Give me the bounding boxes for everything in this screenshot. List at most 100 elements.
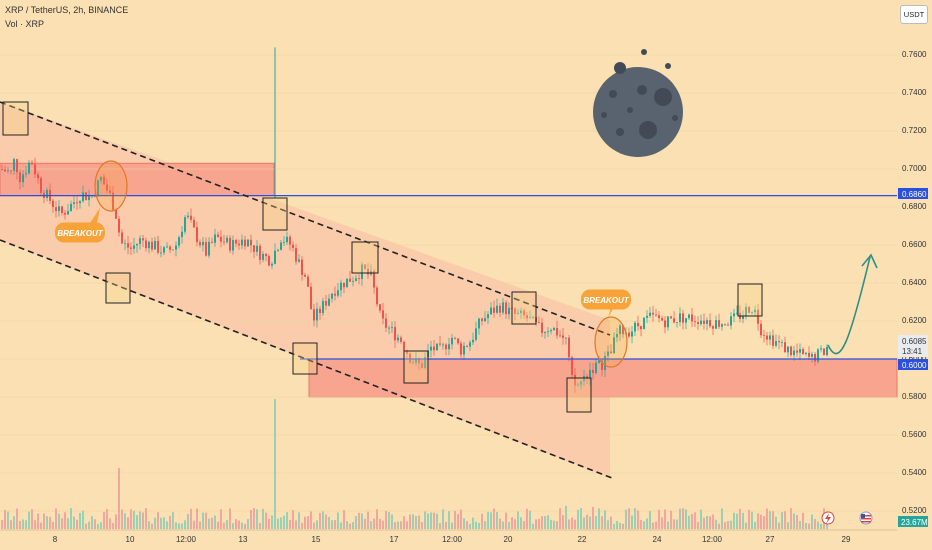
time-tick: 12:00: [176, 535, 197, 544]
candle: [343, 282, 345, 293]
currency-button[interactable]: USDT: [900, 5, 928, 24]
price-tick: 0.7200: [902, 126, 927, 135]
candle: [307, 274, 309, 288]
volume-bar: [199, 521, 201, 529]
candle: [133, 237, 135, 254]
candle: [697, 316, 699, 330]
candle: [520, 307, 522, 320]
volume-bar: [463, 518, 465, 529]
volume-bar: [397, 521, 399, 529]
volume-bar: [220, 509, 222, 529]
candle: [634, 320, 636, 337]
volume-bar: [598, 508, 600, 529]
candle: [241, 234, 243, 250]
breakout-label: BREAKOUT: [57, 229, 103, 238]
candle: [262, 251, 264, 263]
candle: [256, 240, 258, 257]
volume-bar: [637, 510, 639, 529]
candle: [487, 311, 489, 325]
volume-bar: [94, 519, 96, 529]
candle: [202, 237, 204, 252]
candle: [466, 344, 468, 348]
candle: [799, 343, 801, 361]
candle: [247, 238, 249, 247]
marker-box: [292, 342, 318, 375]
candle: [700, 314, 702, 327]
candle: [346, 278, 348, 288]
volume-bar: [733, 512, 735, 529]
volume-bar: [826, 520, 828, 529]
volume-bar: [412, 514, 414, 529]
candle: [769, 331, 771, 346]
volume-bar: [286, 512, 288, 529]
candle: [775, 334, 777, 348]
volume-bar: [577, 509, 579, 529]
candle: [319, 305, 321, 320]
volume-bar: [85, 523, 87, 529]
volume-bar: [127, 517, 129, 529]
candle: [679, 307, 681, 327]
candle: [79, 199, 81, 209]
price-tick: 0.7000: [902, 164, 927, 173]
time-tick: 20: [504, 535, 513, 544]
volume-bar: [538, 518, 540, 529]
volume-bar: [112, 522, 114, 529]
candle: [112, 186, 114, 211]
volume-bar: [430, 512, 432, 529]
volume-bar: [292, 510, 294, 529]
resistance-zone: [0, 162, 275, 197]
volume-bar: [613, 523, 615, 529]
volume-bar: [604, 510, 606, 529]
candle: [286, 231, 288, 245]
volume-bar: [724, 522, 726, 529]
volume-bar: [505, 512, 507, 529]
volume-bar: [400, 521, 402, 529]
candle: [637, 315, 639, 331]
candle: [214, 228, 216, 247]
price-tick: 0.6200: [902, 316, 927, 325]
volume-bar: [346, 521, 348, 529]
candle: [721, 323, 723, 331]
candle: [724, 323, 726, 326]
volume-bar: [502, 521, 504, 529]
time-tick: 8: [53, 535, 58, 544]
candle: [274, 243, 276, 265]
candle: [289, 234, 291, 251]
volume-bar: [310, 511, 312, 529]
volume-bar: [805, 522, 807, 529]
volume-bar: [238, 520, 240, 529]
volume-bar: [700, 509, 702, 529]
volume-bar: [142, 512, 144, 529]
price-tick: 0.6400: [902, 278, 927, 287]
us-flag-icon[interactable]: [859, 511, 873, 525]
candle: [586, 374, 588, 384]
candle: [580, 380, 582, 390]
candle: [328, 293, 330, 307]
candle: [364, 264, 366, 270]
lightning-icon[interactable]: [821, 511, 835, 525]
candle: [361, 262, 363, 286]
candle: [205, 237, 207, 257]
volume-bar: [745, 522, 747, 529]
volume-bar: [451, 522, 453, 529]
volume-bar: [223, 522, 225, 529]
volume-bar: [190, 508, 192, 529]
volume-bar: [772, 511, 774, 529]
volume-bar: [70, 508, 72, 529]
candle: [532, 315, 534, 319]
volume-bar: [250, 510, 252, 529]
volume-bar: [478, 522, 480, 529]
volume-bar: [4, 509, 6, 529]
volume-bar: [763, 516, 765, 529]
candle: [337, 283, 339, 298]
marker-box: [403, 350, 429, 384]
candle: [184, 215, 186, 235]
candle: [226, 235, 228, 245]
candle: [193, 216, 195, 228]
volume-bar: [469, 523, 471, 529]
candle: [715, 315, 717, 330]
candle: [397, 334, 399, 344]
candle: [811, 351, 813, 363]
volume-bar: [793, 513, 795, 529]
